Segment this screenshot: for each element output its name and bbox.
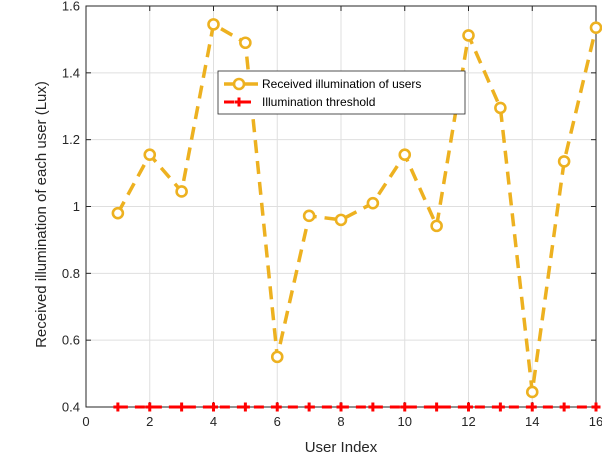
series-received <box>111 18 602 399</box>
x-axis-label: User Index <box>305 439 378 456</box>
data-point-received <box>143 148 157 162</box>
y-tick-label: 1.2 <box>62 132 80 147</box>
data-point-received <box>270 350 284 364</box>
legend-swatch-marker-threshold <box>234 97 244 107</box>
x-tick-label: 0 <box>82 414 89 429</box>
data-point-received <box>175 185 188 198</box>
data-point-received <box>462 29 475 42</box>
x-tick-label: 6 <box>274 414 281 429</box>
data-point-received <box>334 213 348 227</box>
legend-label-received: Received illumination of users <box>262 77 421 91</box>
legend: Received illumination of users Illuminat… <box>217 70 466 115</box>
data-point-received <box>430 219 443 233</box>
data-point-received <box>398 148 412 162</box>
y-axis-ticks: 0.4 0.6 0.8 1 1.2 1.4 1.6 <box>62 0 596 415</box>
y-tick-label: 1 <box>73 199 80 214</box>
data-point-received <box>557 155 571 168</box>
data-point-received <box>366 196 380 210</box>
series-line-received <box>116 21 598 393</box>
series-threshold <box>113 402 601 412</box>
legend-swatch-marker-received <box>232 77 246 91</box>
legend-label-threshold: Illumination threshold <box>262 95 375 109</box>
data-point-received <box>494 101 507 115</box>
x-tick-label: 14 <box>525 414 539 429</box>
data-point-received <box>525 385 539 399</box>
series-layer <box>111 18 602 412</box>
legend-box <box>217 70 466 115</box>
x-tick-label: 16 <box>589 414 602 429</box>
data-point-received <box>589 21 602 35</box>
x-tick-label: 12 <box>461 414 475 429</box>
y-tick-label: 0.8 <box>62 266 80 281</box>
y-tick-label: 0.4 <box>62 400 80 415</box>
x-tick-label: 8 <box>337 414 344 429</box>
data-point-received <box>302 209 316 223</box>
y-tick-label: 1.6 <box>62 0 80 14</box>
data-point-received <box>239 36 252 50</box>
grid-lines <box>85 5 597 408</box>
y-tick-label: 0.6 <box>62 333 80 348</box>
x-tick-label: 10 <box>398 414 412 429</box>
y-axis-label: Received illumination of each user (Lux) <box>33 81 50 348</box>
data-point-received <box>207 18 220 31</box>
data-point-received <box>111 206 125 220</box>
x-tick-label: 2 <box>146 414 153 429</box>
x-tick-label: 4 <box>210 414 217 429</box>
y-tick-label: 1.4 <box>62 65 80 80</box>
